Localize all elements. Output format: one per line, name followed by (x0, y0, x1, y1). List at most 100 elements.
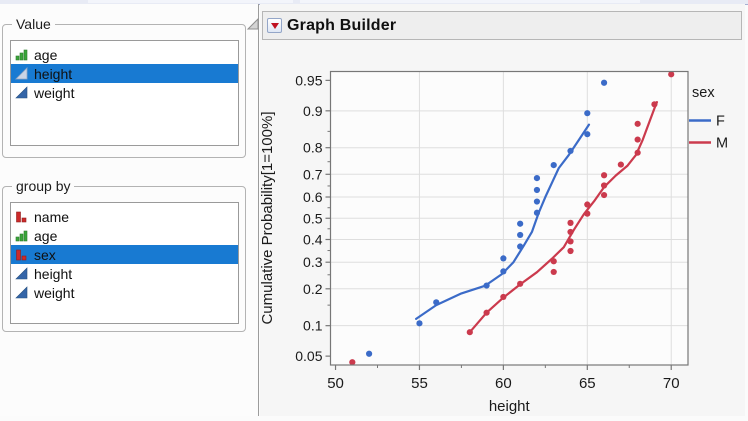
variable-item-label: sex (34, 246, 56, 263)
data-point-M[interactable] (483, 309, 490, 316)
data-point-F[interactable] (500, 268, 507, 275)
blue-triangle-icon (15, 86, 28, 99)
data-point-F[interactable] (533, 209, 541, 216)
panel-splitter[interactable] (258, 4, 259, 416)
data-point-F[interactable] (533, 198, 541, 205)
data-point-M[interactable] (567, 247, 574, 255)
y-tick-label: 0.4 (303, 231, 323, 247)
data-point-M[interactable] (651, 101, 658, 108)
red-bars-icon (16, 211, 27, 223)
data-point-M[interactable] (634, 120, 641, 127)
x-axis-title[interactable]: height (489, 398, 531, 415)
variable-item-weight[interactable]: weight (11, 283, 238, 302)
blue-triangle-icon (15, 286, 28, 299)
variable-item-age[interactable]: age (11, 45, 238, 64)
data-point-M[interactable] (617, 161, 624, 168)
data-point-F[interactable] (584, 110, 591, 117)
group-by-panel: group by name age sex height weight (2, 178, 246, 332)
variable-item-label: name (34, 208, 70, 225)
variable-item-age[interactable]: age (11, 226, 238, 245)
data-point-F[interactable] (600, 79, 608, 86)
data-point-F[interactable] (500, 255, 507, 262)
legend-label-F[interactable]: F (716, 114, 725, 130)
data-point-M[interactable] (466, 329, 473, 336)
x-tick-label: 70 (663, 375, 680, 392)
group-by-listbox[interactable]: name age sex height weight (10, 202, 239, 324)
group-by-panel-title: group by (16, 178, 71, 194)
data-point-M[interactable] (584, 210, 591, 217)
data-point-F[interactable] (433, 299, 440, 306)
data-point-M[interactable] (600, 172, 608, 179)
value-listbox[interactable]: age height weight (10, 40, 239, 146)
variable-item-label: weight (34, 84, 75, 101)
smoother-line-M[interactable] (468, 101, 659, 334)
data-point-M[interactable] (567, 228, 574, 236)
data-point-F[interactable] (416, 320, 423, 327)
legend-title: sex (692, 85, 715, 101)
variable-item-name[interactable]: name (11, 207, 238, 226)
red-bars-icon (16, 249, 27, 261)
variable-item-label: weight (34, 284, 75, 301)
data-point-F[interactable] (533, 175, 541, 182)
value-panel-title: Value (16, 16, 51, 32)
top-edge-segment (88, 0, 293, 3)
data-point-M[interactable] (634, 136, 641, 143)
green-bars-icon (15, 230, 28, 242)
green-bars-icon (15, 49, 28, 61)
red-triangle-icon (270, 22, 279, 29)
data-point-F[interactable] (366, 350, 373, 357)
variable-item-height[interactable]: height (11, 264, 238, 283)
data-point-M[interactable] (634, 149, 641, 156)
y-tick-label: 0.1 (303, 318, 323, 334)
data-point-F[interactable] (567, 147, 574, 155)
data-point-M[interactable] (584, 201, 591, 208)
variable-item-weight[interactable]: weight (11, 83, 238, 102)
data-point-F[interactable] (533, 186, 541, 194)
y-tick-label: 0.6 (303, 189, 323, 205)
data-point-M[interactable] (668, 71, 675, 78)
data-point-F[interactable] (483, 282, 490, 289)
data-point-M[interactable] (517, 280, 524, 287)
variable-item-sex[interactable]: sex (11, 245, 238, 264)
blue-triangle-icon (15, 267, 28, 280)
data-point-M[interactable] (550, 268, 557, 276)
data-point-F[interactable] (584, 131, 591, 138)
data-point-M[interactable] (500, 293, 507, 301)
data-point-F[interactable] (517, 243, 524, 250)
data-point-F[interactable] (517, 231, 524, 239)
data-point-M[interactable] (567, 238, 574, 245)
disclosure-triangle-icon[interactable] (246, 17, 260, 31)
variable-item-label: height (34, 265, 73, 282)
y-tick-label: 0.2 (303, 281, 323, 297)
variable-item-label: height (34, 65, 73, 82)
pale-triangle-icon (15, 67, 28, 80)
top-edge-segment (300, 0, 640, 3)
data-point-M[interactable] (600, 191, 608, 199)
smoother-line-F[interactable] (414, 123, 591, 320)
data-point-M[interactable] (349, 359, 356, 366)
y-tick-label: 0.5 (303, 210, 323, 226)
legend-label-M[interactable]: M (716, 136, 728, 152)
x-tick-label: 55 (411, 375, 428, 392)
red-triangle-menu-button[interactable] (267, 18, 282, 33)
outline-header[interactable]: Graph Builder (262, 11, 742, 40)
variable-item-label: age (34, 46, 58, 63)
y-tick-label: 0.8 (303, 140, 323, 156)
data-point-F[interactable] (517, 220, 524, 227)
data-point-M[interactable] (600, 182, 608, 189)
variable-item-height[interactable]: height (11, 64, 238, 83)
data-point-M[interactable] (567, 219, 574, 226)
y-tick-label: 0.95 (295, 72, 322, 88)
y-tick-label: 0.05 (295, 348, 322, 364)
x-tick-label: 60 (495, 375, 512, 392)
y-tick-label: 0.7 (303, 166, 323, 182)
data-point-F[interactable] (550, 161, 557, 169)
y-axis-title[interactable]: Cumulative Probability[1=100%] (259, 111, 276, 324)
y-tick-label: 0.9 (303, 103, 323, 119)
variables-sidebar: Value age height weight group by name age se… (0, 4, 258, 416)
y-tick-label: 0.3 (303, 254, 323, 270)
report-title: Graph Builder (287, 16, 397, 34)
data-point-M[interactable] (550, 258, 557, 265)
x-tick-label: 65 (579, 375, 596, 392)
